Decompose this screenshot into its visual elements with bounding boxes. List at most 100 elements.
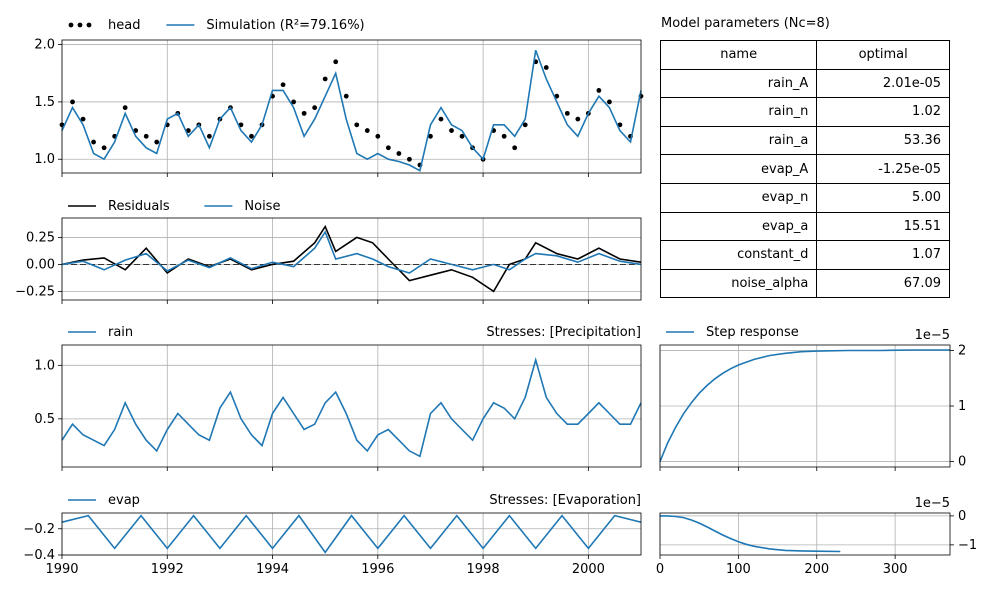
- parameter-value: 67.09: [816, 268, 950, 299]
- y-tick-label: 1: [958, 399, 966, 414]
- parameter-name: constant_d: [659, 240, 818, 270]
- parameters-header-row: name optimal: [659, 40, 950, 70]
- offset-label: 1e−5: [915, 328, 950, 343]
- head-point: [596, 88, 602, 93]
- legend-label: Residuals: [108, 199, 170, 214]
- rain-series-line: [61, 357, 642, 458]
- parameter-value: 53.36: [816, 125, 950, 156]
- legend-label: rain: [108, 325, 133, 340]
- head-point: [249, 133, 254, 139]
- head-point: [428, 133, 433, 139]
- x-tick-label: 200: [804, 562, 829, 577]
- x-tick-label: 300: [883, 562, 908, 577]
- y-tick-label: 0.00: [26, 257, 55, 272]
- head-point: [459, 133, 465, 139]
- axes-frame: [659, 512, 951, 556]
- legend-label: Step response: [706, 325, 799, 340]
- head-point: [543, 65, 549, 70]
- y-tick-label: −0.4: [23, 548, 55, 563]
- x-tick-label: 1998: [467, 562, 500, 577]
- y-tick-label: 0.5: [34, 412, 55, 427]
- axes-frame: [61, 344, 642, 468]
- parameter-name: noise_alpha: [659, 268, 818, 299]
- parameters-col-optimal: optimal: [816, 40, 950, 70]
- parameter-name: rain_A: [659, 68, 818, 99]
- y-tick-label: −0.25: [15, 284, 55, 299]
- parameter-row: evap_A -1.25e-05: [659, 154, 950, 184]
- parameter-value: 5.00: [816, 182, 950, 213]
- legend-marker: [86, 22, 92, 28]
- head-point: [185, 128, 191, 133]
- head-point: [501, 133, 507, 139]
- head-point: [512, 145, 518, 151]
- head-point: [206, 133, 212, 139]
- legend-label: evap: [108, 493, 140, 508]
- axes-frame: [61, 512, 642, 556]
- parameter-name: evap_a: [659, 211, 818, 242]
- x-tick-label: 2000: [572, 562, 605, 577]
- head-point: [354, 122, 360, 128]
- residuals-series-line: [61, 224, 642, 293]
- parameter-name: evap_n: [659, 182, 818, 213]
- y-tick-label: 1.0: [34, 358, 55, 373]
- y-tick-label: 2: [958, 344, 966, 359]
- head-point: [301, 110, 307, 116]
- y-tick-label: 0.25: [26, 230, 55, 245]
- head-point: [438, 116, 444, 122]
- x-tick-label: 100: [726, 562, 751, 577]
- parameter-row: rain_a 53.36: [659, 125, 950, 156]
- head-point: [101, 145, 107, 151]
- parameters-title-text: Model parameters (Nc=8): [661, 16, 830, 31]
- simulation-series-line: [61, 50, 642, 172]
- x-tick-label: 1996: [361, 562, 394, 577]
- head-point: [333, 59, 339, 65]
- x-tick-label: 1990: [45, 562, 78, 577]
- head-point: [407, 156, 412, 162]
- head-point: [522, 122, 528, 128]
- head-point: [80, 116, 86, 122]
- y-tick-label: −0.2: [23, 522, 55, 537]
- head-point: [343, 93, 349, 99]
- head-point: [617, 122, 623, 128]
- response-series-line: [660, 515, 841, 553]
- axes-frame: [61, 217, 642, 301]
- y-tick-label: −1: [958, 538, 977, 553]
- parameter-name: rain_n: [659, 97, 818, 127]
- head-point: [375, 133, 381, 139]
- head-point: [91, 139, 96, 145]
- parameter-value: 1.02: [816, 97, 950, 127]
- parameter-value: 2.01e-05: [816, 68, 950, 99]
- parameter-value: -1.25e-05: [816, 154, 950, 184]
- axes-frame: [61, 39, 642, 174]
- y-tick-label: 0: [958, 454, 966, 469]
- parameter-row: rain_n 1.02: [659, 97, 950, 127]
- parameter-row: evap_n 5.00: [659, 182, 950, 213]
- parameter-value: 1.07: [816, 240, 950, 270]
- panel-title: Stresses: [Evaporation]: [489, 493, 641, 508]
- step-series-line: [659, 349, 950, 462]
- y-tick-label: 2.0: [34, 38, 55, 53]
- noise-series-line: [61, 230, 642, 274]
- legend-marker: [68, 22, 74, 28]
- legend-marker: [77, 22, 83, 28]
- head-point: [312, 105, 318, 111]
- parameter-row: rain_A 2.01e-05: [659, 68, 950, 99]
- legend-label: Noise: [244, 199, 280, 214]
- x-tick-label: 1992: [151, 562, 184, 577]
- head-point: [364, 128, 370, 133]
- head-point: [280, 82, 286, 88]
- parameter-row: constant_d 1.07: [659, 240, 950, 270]
- head-point: [607, 99, 612, 105]
- head-point: [449, 128, 454, 133]
- parameter-row: noise_alpha 67.09: [659, 268, 950, 299]
- x-tick-label: 0: [656, 562, 664, 577]
- legend-label: Simulation (R²=79.16%): [206, 18, 364, 33]
- head-point: [385, 145, 391, 151]
- head-point: [143, 133, 149, 139]
- head-point: [322, 76, 328, 82]
- y-tick-label: 0: [958, 509, 966, 524]
- panel-title: Stresses: [Precipitation]: [486, 325, 641, 340]
- legend-label: head: [108, 18, 140, 33]
- x-tick-label: 1994: [256, 562, 289, 577]
